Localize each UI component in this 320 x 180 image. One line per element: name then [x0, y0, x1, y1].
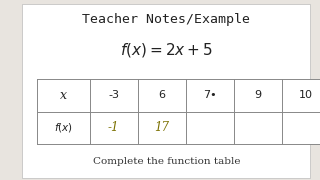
FancyBboxPatch shape — [22, 4, 310, 178]
Text: -1: -1 — [108, 121, 119, 134]
Text: Complete the function table: Complete the function table — [93, 158, 240, 166]
Text: 10: 10 — [299, 90, 313, 100]
Text: 6: 6 — [158, 90, 165, 100]
Text: 7•: 7• — [203, 90, 216, 100]
Text: 17: 17 — [154, 121, 169, 134]
Text: $f(x) = 2x + 5$: $f(x) = 2x + 5$ — [120, 41, 213, 59]
Text: $f(x)$: $f(x)$ — [54, 121, 73, 134]
Text: Teacher Notes/Example: Teacher Notes/Example — [83, 13, 251, 26]
Text: 9: 9 — [254, 90, 261, 100]
Text: x: x — [60, 89, 67, 102]
Bar — [37, 79, 320, 144]
Text: -3: -3 — [108, 90, 119, 100]
